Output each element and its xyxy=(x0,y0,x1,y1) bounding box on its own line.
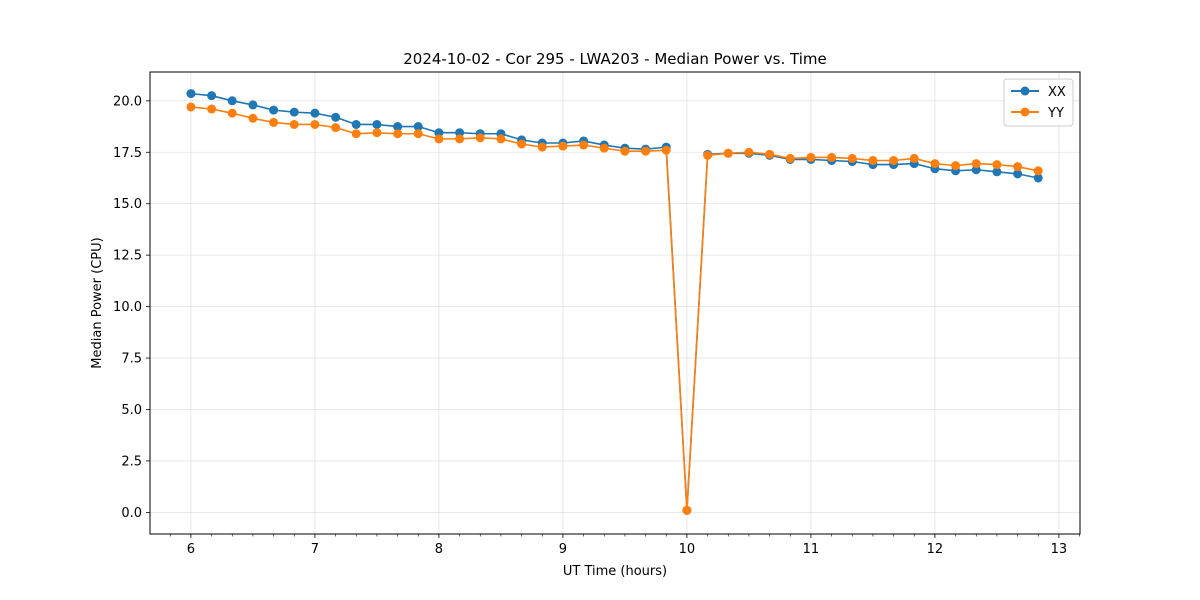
data-point-yy xyxy=(227,108,237,118)
data-point-yy xyxy=(847,153,857,163)
data-point-yy xyxy=(930,159,940,169)
y-tick-label: 15.0 xyxy=(113,197,142,212)
data-point-yy xyxy=(909,153,919,163)
data-point-xx xyxy=(992,167,1002,177)
data-point-yy xyxy=(785,153,795,163)
x-tick-label: 10 xyxy=(679,542,696,557)
data-point-yy xyxy=(517,139,527,149)
legend: XX YY xyxy=(1003,78,1074,127)
y-tick-label: 0.0 xyxy=(121,506,142,521)
y-tick-label: 20.0 xyxy=(113,94,142,109)
data-point-xx xyxy=(1013,169,1023,179)
legend-label-yy: YY xyxy=(1047,106,1064,121)
data-point-xx xyxy=(207,91,217,101)
series-yy xyxy=(186,102,1043,515)
data-point-xx xyxy=(413,122,423,132)
data-point-xx xyxy=(351,119,361,129)
axis-ticks: 6 7 8 9 10 11 12 13 0.0 2.5 5.0 7.5 10.0 12.5 15.0 17.5… xyxy=(113,94,1067,557)
data-point-xx xyxy=(331,112,341,122)
x-axis-label: UT Time (hours) xyxy=(563,564,667,579)
data-point-yy xyxy=(331,123,341,133)
data-point-xx xyxy=(372,119,382,129)
data-point-yy xyxy=(186,102,196,112)
data-point-yy xyxy=(971,159,981,169)
legend-marker-xx xyxy=(1020,86,1030,96)
data-point-yy xyxy=(434,134,444,144)
data-point-xx xyxy=(248,100,258,110)
data-point-yy xyxy=(269,117,279,127)
data-point-xx xyxy=(227,96,237,106)
chart-title: 2024-10-02 - Cor 295 - LWA203 - Median P… xyxy=(403,50,827,68)
y-tick-label: 17.5 xyxy=(113,146,142,161)
data-point-yy xyxy=(579,140,589,150)
data-point-xx xyxy=(269,105,279,115)
minor-ticks xyxy=(169,534,1080,537)
plot-frame xyxy=(149,71,1081,535)
data-point-yy xyxy=(599,143,609,153)
data-point-yy xyxy=(393,129,403,139)
data-point-yy xyxy=(868,155,878,165)
x-tick-label: 11 xyxy=(803,542,820,557)
data-point-xx xyxy=(434,128,444,138)
y-tick-label: 12.5 xyxy=(113,249,142,264)
y-axis-label: Median Power (CPU) xyxy=(90,237,105,368)
data-point-xx xyxy=(393,122,403,132)
data-point-yy xyxy=(889,155,899,165)
data-point-yy xyxy=(496,134,506,144)
data-point-yy xyxy=(620,146,630,156)
data-point-yy xyxy=(682,505,692,515)
data-series xyxy=(186,89,1043,515)
data-point-yy xyxy=(310,119,320,129)
data-point-yy xyxy=(641,146,651,156)
data-point-yy xyxy=(372,128,382,138)
data-point-yy xyxy=(455,134,465,144)
data-point-yy xyxy=(744,147,754,157)
y-tick-label: 5.0 xyxy=(121,403,142,418)
data-point-yy xyxy=(1033,166,1043,176)
data-point-yy xyxy=(537,142,547,152)
legend-marker-yy xyxy=(1020,107,1030,117)
data-point-yy xyxy=(207,104,217,114)
data-point-xx xyxy=(971,165,981,175)
data-point-yy xyxy=(703,150,713,160)
data-point-yy xyxy=(827,152,837,162)
x-tick-label: 13 xyxy=(1051,542,1068,557)
data-point-xx xyxy=(455,128,465,138)
x-tick-label: 8 xyxy=(435,542,443,557)
data-point-yy xyxy=(992,160,1002,170)
y-tick-label: 2.5 xyxy=(121,454,142,469)
data-point-xx xyxy=(310,108,320,118)
data-point-yy xyxy=(1013,162,1023,172)
y-tick-label: 7.5 xyxy=(121,352,142,367)
data-point-yy xyxy=(413,129,423,139)
data-point-yy xyxy=(765,149,775,159)
x-tick-label: 6 xyxy=(187,542,195,557)
data-point-yy xyxy=(248,113,258,123)
data-point-yy xyxy=(723,148,733,158)
data-point-xx xyxy=(186,89,196,99)
data-point-yy xyxy=(558,141,568,151)
x-tick-label: 9 xyxy=(559,542,567,557)
data-point-yy xyxy=(289,119,299,129)
y-tick-label: 10.0 xyxy=(113,300,142,315)
data-point-yy xyxy=(806,152,816,162)
data-point-xx xyxy=(1033,173,1043,183)
data-point-yy xyxy=(951,161,961,171)
data-point-yy xyxy=(351,129,361,139)
series-line-yy xyxy=(190,106,1039,512)
data-point-yy xyxy=(475,133,485,143)
legend-label-xx: XX xyxy=(1048,85,1066,100)
x-tick-label: 12 xyxy=(927,542,944,557)
x-tick-label: 7 xyxy=(311,542,319,557)
data-point-yy xyxy=(661,145,671,155)
data-point-xx xyxy=(289,107,299,117)
grid-lines xyxy=(150,72,1080,534)
